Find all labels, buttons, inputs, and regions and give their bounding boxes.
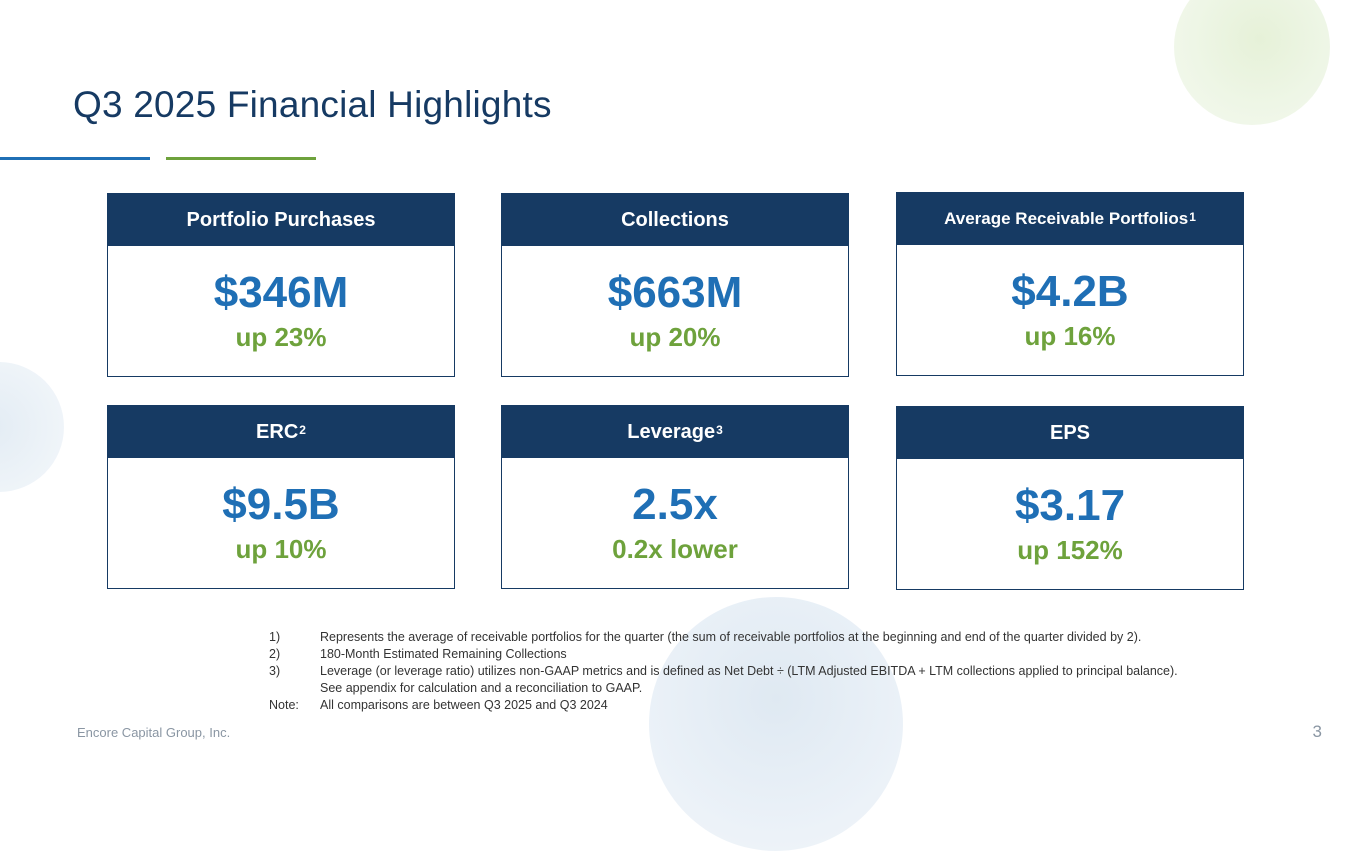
card-change: 0.2x lower <box>612 534 738 564</box>
footnote-text: All comparisons are between Q3 2025 and … <box>320 698 608 712</box>
card-value: $346M <box>213 268 349 317</box>
page-number: 3 <box>1312 722 1322 741</box>
footnote-number: 2) <box>269 647 281 661</box>
title-underline-blue <box>0 157 150 160</box>
card-value: $3.17 <box>1014 481 1126 530</box>
card-body: $3.17 up 152% <box>897 459 1243 589</box>
card-average-receivable-portfolios: Average Receivable Portfolios 1 $4.2B up … <box>896 192 1244 376</box>
footnote-text: Represents the average of receivable por… <box>320 630 1142 644</box>
card-body: $4.2B up 16% <box>897 245 1243 375</box>
footnote-row: 3) Leverage (or leverage ratio) utilizes… <box>269 663 1178 680</box>
card-erc: ERC 2 $9.5B up 10% <box>107 405 455 589</box>
card-body: $9.5B up 10% <box>108 458 454 588</box>
card-value: $9.5B <box>222 480 340 529</box>
card-label: Portfolio Purchases <box>186 208 376 231</box>
card-change: up 10% <box>235 534 327 564</box>
card-eps: EPS $3.17 up 152% <box>896 406 1244 590</box>
footnote-number <box>269 680 320 697</box>
card-change: up 152% <box>1017 535 1123 565</box>
footnote-text: Leverage (or leverage ratio) utilizes no… <box>320 664 1178 678</box>
page-title: Q3 2025 Financial Highlights <box>73 84 552 125</box>
footnote-row: 2) 180-Month Estimated Remaining Collect… <box>269 646 1178 663</box>
footnote-row: Note: All comparisons are between Q3 202… <box>269 697 1178 714</box>
card-header: Average Receivable Portfolios 1 <box>897 193 1243 245</box>
card-change: up 16% <box>1024 321 1116 351</box>
card-change: up 23% <box>235 322 327 352</box>
footnote-row: See appendix for calculation and a recon… <box>269 680 1178 697</box>
card-value: $4.2B <box>1011 267 1129 316</box>
footnote-number: 1) <box>269 630 281 644</box>
footnote-number: 3) <box>269 664 281 678</box>
card-label: Average Receivable Portfolios <box>944 209 1189 228</box>
footnote-marker: 1 <box>1189 210 1196 224</box>
card-collections: Collections $663M up 20% <box>501 193 849 377</box>
card-body: $663M up 20% <box>502 246 848 376</box>
card-body: 2.5x 0.2x lower <box>502 458 848 588</box>
card-header: Portfolio Purchases <box>108 194 454 246</box>
footnote-marker: 2 <box>299 423 306 437</box>
card-label: Leverage <box>627 420 716 443</box>
footnote-number: Note: <box>269 698 299 712</box>
decorative-circle-left <box>0 362 64 492</box>
company-name: Encore Capital Group, Inc. <box>77 725 231 740</box>
footnote-text: See appendix for calculation and a recon… <box>320 681 643 695</box>
footnote-text: 180-Month Estimated Remaining Collection… <box>320 647 567 661</box>
card-label: ERC <box>256 420 299 443</box>
card-change: up 20% <box>629 322 721 352</box>
footnote-marker: 3 <box>716 423 723 437</box>
card-label: Collections <box>621 208 729 231</box>
card-label: EPS <box>1049 421 1091 444</box>
title-underline-green <box>166 157 316 160</box>
footnote-row: 1) Represents the average of receivable … <box>269 629 1178 646</box>
card-portfolio-purchases: Portfolio Purchases $346M up 23% <box>107 193 455 377</box>
card-leverage: Leverage 3 2.5x 0.2x lower <box>501 405 849 589</box>
footnotes: 1) Represents the average of receivable … <box>269 629 1178 714</box>
card-value: $663M <box>607 268 743 317</box>
decorative-circle-green <box>1174 0 1330 125</box>
card-value: 2.5x <box>632 480 718 529</box>
card-header: ERC 2 <box>108 406 454 458</box>
card-body: $346M up 23% <box>108 246 454 376</box>
card-header: Leverage 3 <box>502 406 848 458</box>
card-header: Collections <box>502 194 848 246</box>
card-header: EPS <box>897 407 1243 459</box>
